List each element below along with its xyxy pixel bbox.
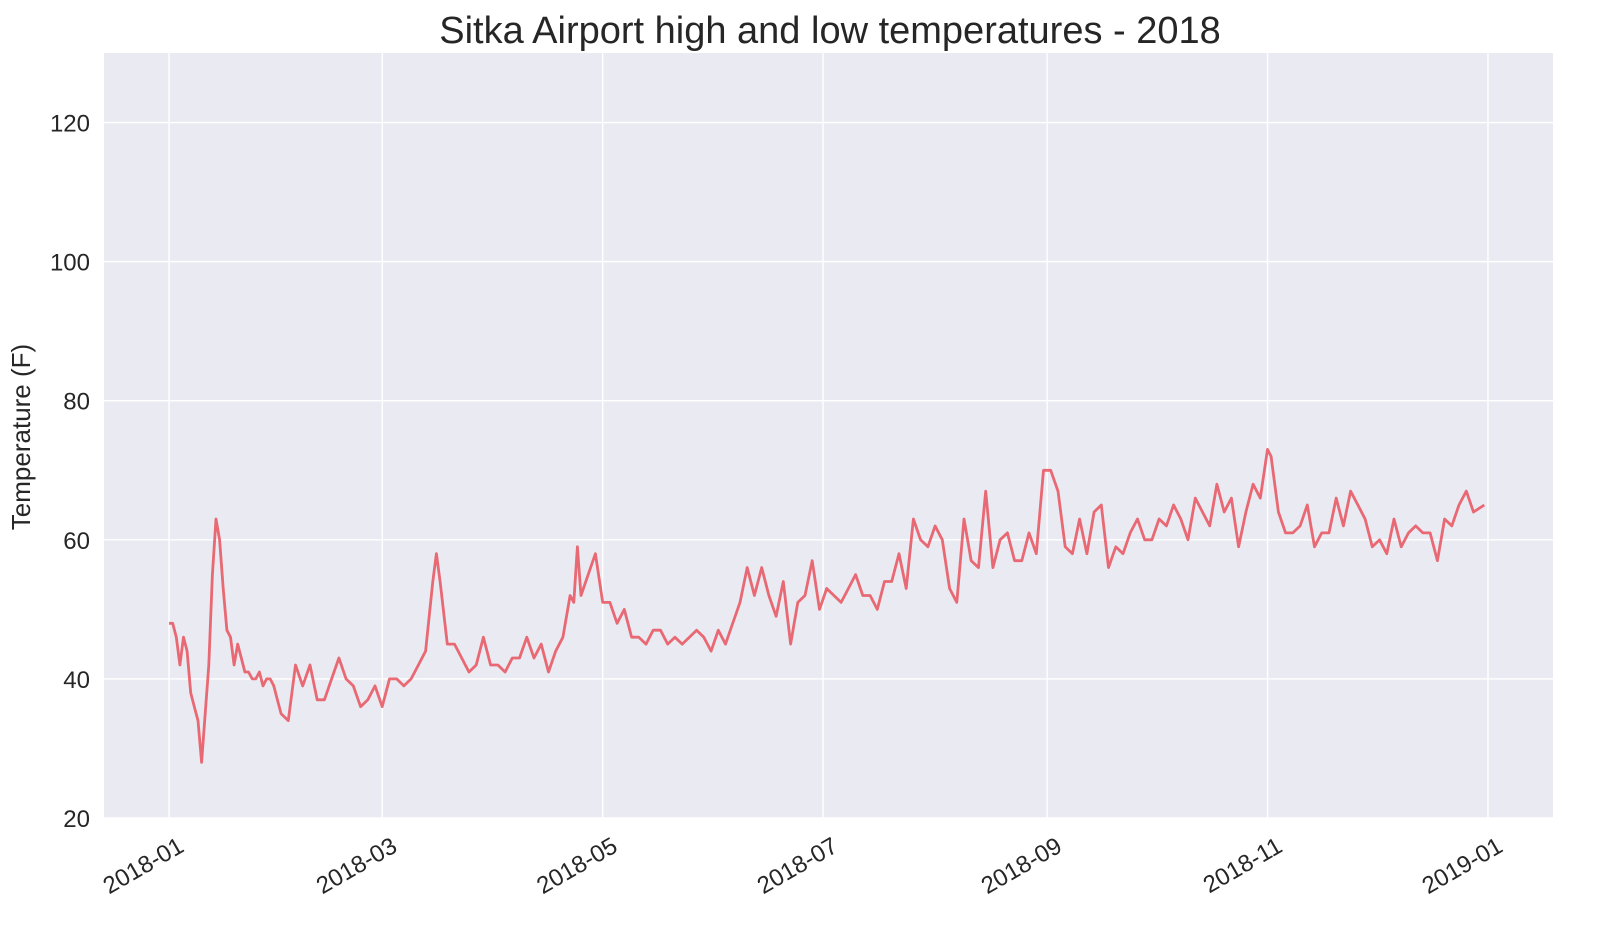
x-tick-label: 2018-07 — [753, 832, 843, 899]
y-axis-ticks: 20 40 60 80 100 120 — [50, 111, 90, 833]
y-tick-label: 120 — [50, 111, 90, 138]
y-tick-label: 40 — [63, 667, 90, 694]
x-tick-label: 2018-03 — [312, 832, 402, 899]
x-tick-label: 2019-01 — [1418, 832, 1508, 899]
y-tick-label: 100 — [50, 250, 90, 277]
chart-title: Sitka Airport high and low temperatures … — [439, 10, 1221, 52]
x-tick-label: 2018-05 — [532, 832, 622, 899]
y-axis-label: Temperature (F) — [6, 344, 36, 530]
x-tick-label: 2018-01 — [99, 832, 189, 899]
x-tick-label: 2018-11 — [1199, 832, 1287, 899]
x-tick-label: 2018-09 — [977, 832, 1067, 899]
highs-line — [169, 448, 1486, 764]
y-tick-label: 60 — [63, 528, 90, 555]
y-tick-label: 80 — [63, 389, 90, 416]
plot-area — [104, 53, 1553, 818]
y-tick-label: 20 — [63, 806, 90, 833]
x-axis-ticks: 2018-01 2018-03 2018-05 2018-07 2018-09 2018-… — [99, 832, 1508, 899]
series-layer — [169, 448, 1486, 764]
